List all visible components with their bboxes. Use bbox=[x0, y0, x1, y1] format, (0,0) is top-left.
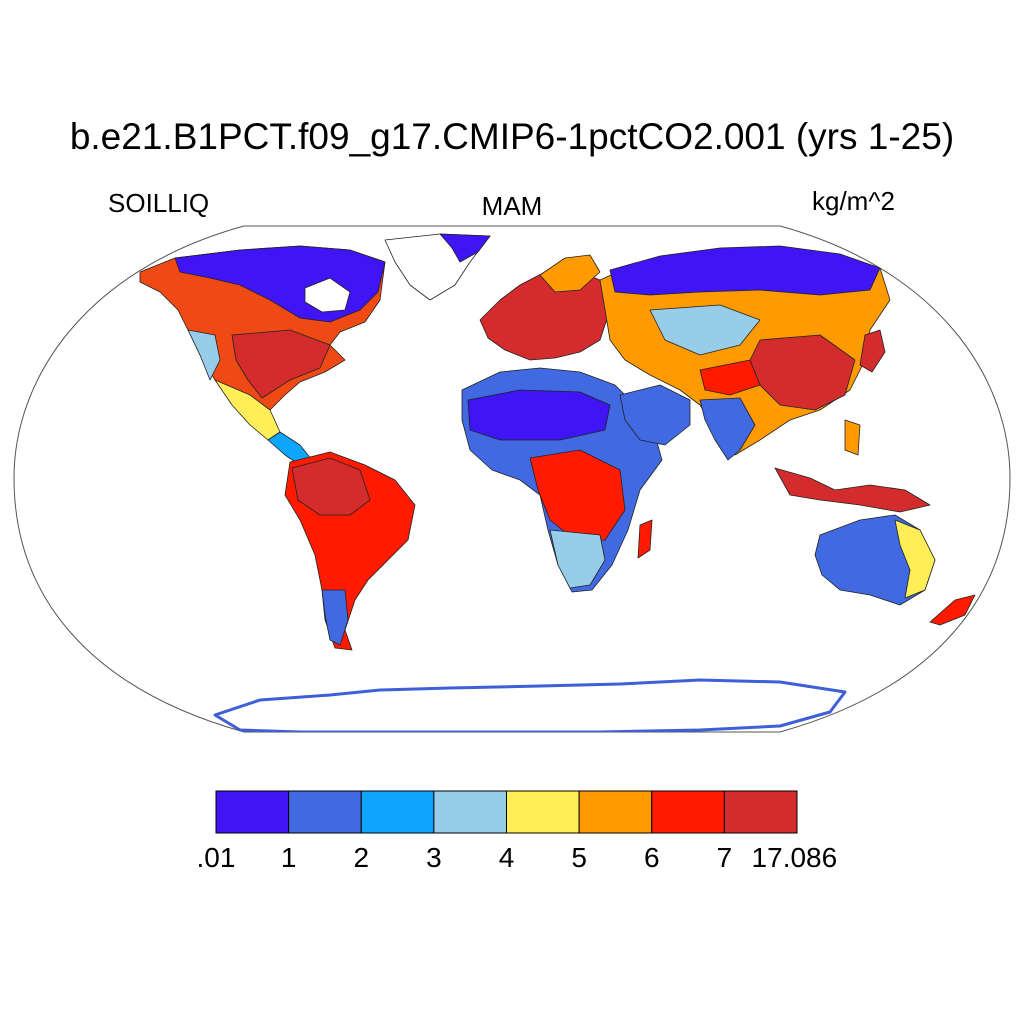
tibet bbox=[699, 359, 761, 396]
arabia bbox=[619, 384, 691, 446]
colorbar-swatch bbox=[723, 790, 798, 834]
siberia bbox=[609, 245, 881, 296]
colorbar-swatch bbox=[360, 790, 435, 834]
us-south bbox=[231, 329, 331, 399]
colorbar-tick-label: 3 bbox=[426, 842, 442, 873]
colorbar-tick-label: 7 bbox=[716, 842, 733, 873]
southern-africa bbox=[549, 529, 606, 589]
japan bbox=[859, 329, 886, 373]
colorbar-tick-label: 6 bbox=[643, 842, 660, 873]
new-zealand bbox=[929, 594, 976, 626]
madagascar bbox=[637, 519, 653, 559]
central-africa bbox=[529, 449, 626, 541]
sahara bbox=[467, 389, 611, 441]
colorbar-tick-label: 5 bbox=[571, 842, 587, 873]
colorbar-tick-label: 4 bbox=[498, 842, 515, 873]
colorbar-swatch bbox=[651, 790, 725, 834]
indonesia bbox=[774, 467, 931, 513]
colorbar-swatch bbox=[215, 790, 290, 834]
west-us bbox=[187, 329, 221, 381]
season-label: MAM bbox=[481, 191, 543, 221]
colorbar-tick-label: 17.086 bbox=[751, 842, 838, 873]
scandinavia bbox=[539, 254, 601, 293]
colorbar-swatch bbox=[578, 790, 653, 834]
central-asia bbox=[649, 304, 761, 356]
philippines bbox=[844, 419, 861, 456]
colorbar-tick-label: .01 bbox=[196, 842, 236, 873]
hudson-bay bbox=[304, 277, 351, 313]
colorbar-swatch bbox=[506, 790, 580, 834]
colorbar-tick-label: 1 bbox=[280, 842, 297, 873]
australia-east bbox=[894, 519, 936, 599]
india bbox=[699, 397, 756, 461]
plot-title: b.e21.B1PCT.f09_g17.CMIP6-1pctCO2.001 (y… bbox=[69, 116, 955, 157]
colorbar-swatch bbox=[288, 790, 362, 834]
amazon bbox=[291, 457, 371, 516]
colorbar bbox=[215, 790, 798, 834]
europe-landmass bbox=[479, 267, 611, 361]
greenland-coast bbox=[439, 233, 491, 263]
units-label: kg/m^2 bbox=[812, 186, 896, 216]
colorbar-tick-label: 2 bbox=[353, 842, 370, 873]
colorbar-swatch bbox=[433, 790, 507, 834]
antarctica bbox=[213, 678, 847, 732]
variable-label: SOILLIQ bbox=[108, 188, 210, 218]
patagonia bbox=[321, 589, 349, 646]
